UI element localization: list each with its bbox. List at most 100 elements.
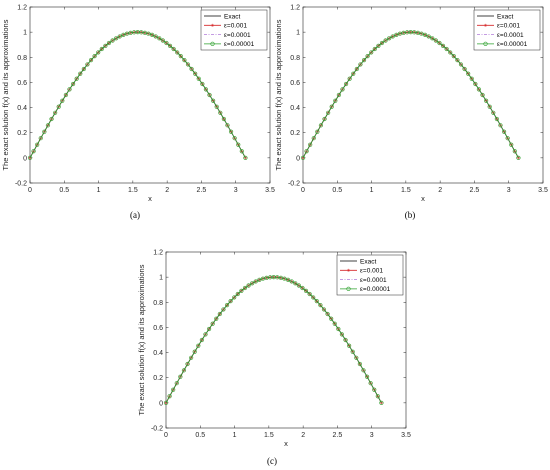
y-tick-label: 1 xyxy=(159,275,163,282)
data-point xyxy=(466,71,471,76)
x-tick-label: 3 xyxy=(234,187,238,194)
x-tick-label: 1 xyxy=(233,432,237,439)
y-tick-label: 0.2 xyxy=(153,375,163,382)
data-point xyxy=(106,40,112,46)
series-3 xyxy=(27,30,248,160)
data-point xyxy=(354,66,359,72)
data-point xyxy=(242,285,248,291)
data-point xyxy=(458,62,464,67)
data-point xyxy=(160,38,165,43)
data-point xyxy=(42,129,47,134)
y-tick-label: 0.2 xyxy=(17,130,27,137)
data-point xyxy=(35,142,40,147)
data-point xyxy=(167,394,172,399)
data-point xyxy=(178,54,183,59)
data-point xyxy=(199,337,205,343)
legend-entry: Exact xyxy=(360,258,376,265)
data-point xyxy=(257,277,262,282)
data-point xyxy=(354,355,359,360)
data-point xyxy=(343,81,349,87)
data-point xyxy=(364,374,370,379)
legend-entry: ε=0.0001 xyxy=(497,32,524,39)
legend-entry: Exact xyxy=(497,13,513,20)
data-point xyxy=(53,110,58,115)
data-point xyxy=(224,303,230,308)
x-axis-label: x xyxy=(148,194,152,203)
data-point xyxy=(217,311,222,317)
data-point xyxy=(163,400,169,405)
data-point xyxy=(311,136,316,141)
data-point xyxy=(200,81,205,87)
legend-box xyxy=(336,254,404,296)
x-tick-label: 0.5 xyxy=(59,187,69,194)
y-tick-label: -0.2 xyxy=(288,181,300,188)
data-point xyxy=(419,31,424,36)
data-point xyxy=(63,92,69,98)
x-tick-label: 2.5 xyxy=(470,187,480,194)
data-point xyxy=(206,326,212,332)
data-point xyxy=(218,110,223,115)
data-point xyxy=(49,116,54,122)
data-point xyxy=(196,76,201,81)
series-3 xyxy=(300,30,521,160)
data-point xyxy=(85,62,90,67)
x-tick-label: 2 xyxy=(438,187,442,194)
x-tick-label: 2.5 xyxy=(333,432,343,439)
data-point xyxy=(332,321,337,326)
data-point xyxy=(487,104,492,109)
legend-box xyxy=(473,9,541,51)
data-point xyxy=(60,98,65,103)
series-line xyxy=(29,31,246,159)
data-point xyxy=(379,400,384,405)
panel-caption: (b) xyxy=(405,210,416,220)
data-point xyxy=(394,32,399,37)
y-tick-label: 0.6 xyxy=(290,80,300,87)
data-point xyxy=(329,316,334,321)
data-point xyxy=(469,76,474,81)
y-tick-label: 0 xyxy=(159,400,163,407)
x-tick-label: 3.5 xyxy=(401,432,411,439)
data-point xyxy=(455,58,460,63)
y-tick-label: 0.6 xyxy=(17,80,27,87)
data-point xyxy=(426,34,431,39)
data-point xyxy=(189,66,194,72)
data-point xyxy=(293,281,298,286)
data-point xyxy=(196,343,201,348)
y-tick-label: 0.2 xyxy=(290,130,300,137)
legend-entry: ε=0.00001 xyxy=(497,41,528,48)
data-point xyxy=(185,361,190,367)
x-tick-label: 2 xyxy=(165,187,169,194)
data-point xyxy=(45,123,51,128)
data-point xyxy=(214,104,219,109)
data-point xyxy=(285,277,291,282)
data-point xyxy=(243,155,248,160)
legend-entry: ε=0.00001 xyxy=(224,41,255,48)
data-point xyxy=(484,98,489,103)
x-tick-label: 0 xyxy=(28,187,32,194)
data-point xyxy=(498,123,503,128)
data-point xyxy=(369,50,374,55)
data-point xyxy=(326,110,331,115)
data-point xyxy=(462,66,467,72)
data-point xyxy=(228,299,233,304)
y-tick-label: 1.2 xyxy=(153,250,163,257)
data-point xyxy=(336,92,342,98)
data-point xyxy=(146,31,151,36)
y-tick-label: 0.8 xyxy=(17,55,27,62)
data-point xyxy=(509,142,514,147)
data-point xyxy=(67,87,72,92)
y-tick-label: -0.2 xyxy=(151,426,163,433)
data-point xyxy=(494,116,499,122)
data-point xyxy=(189,355,194,360)
legend: Exact ε=0.001 ε=0.0001 ε=0.00001 xyxy=(473,9,541,51)
y-tick-label: 1 xyxy=(23,30,27,37)
data-point xyxy=(171,387,176,392)
data-point xyxy=(203,332,208,337)
data-point xyxy=(157,36,162,41)
data-point xyxy=(96,50,101,55)
data-point xyxy=(38,136,43,141)
series-line xyxy=(165,276,382,404)
data-point xyxy=(99,46,104,52)
data-point xyxy=(31,149,36,154)
data-point xyxy=(444,46,449,52)
